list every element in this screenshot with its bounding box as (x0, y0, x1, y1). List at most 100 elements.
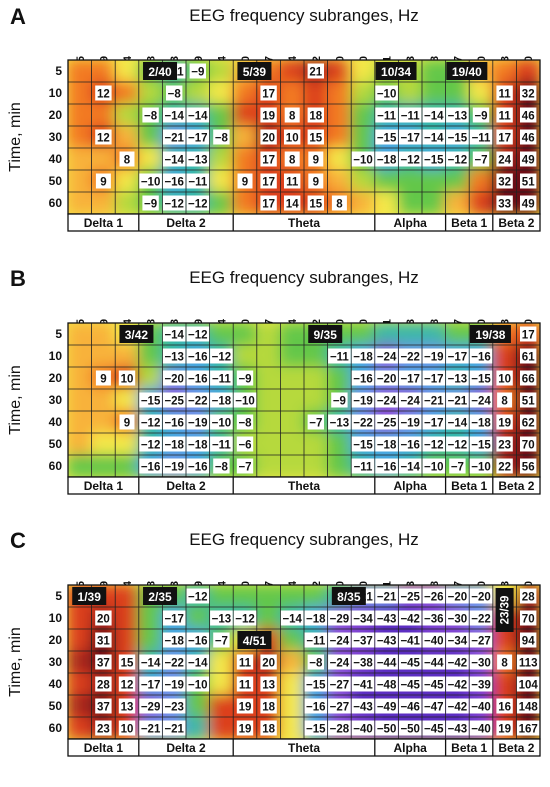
value-label-bg (375, 698, 398, 714)
chart-title: EEG frequency subranges, Hz (189, 6, 419, 25)
value-label-bg (449, 458, 466, 474)
heatmap-cell (68, 344, 93, 368)
value-label: −24 (330, 636, 350, 648)
value-label-bg (469, 676, 493, 692)
value-label-bg (95, 676, 112, 692)
value-label-bg (351, 414, 375, 430)
heatmap-cell (279, 585, 305, 608)
heatmap-cell (326, 60, 353, 83)
value-label: −27 (330, 680, 350, 692)
value-label: −49 (377, 702, 397, 714)
heatmap-cell (114, 432, 140, 456)
value-label-bg (186, 632, 210, 648)
heatmap-cell (137, 81, 164, 105)
value-label: −15 (424, 155, 444, 167)
value-label-bg (496, 370, 513, 386)
value-label-bg (162, 151, 186, 167)
value-label-bg (351, 151, 375, 167)
heatmap-cell (373, 191, 400, 214)
value-label-bg (186, 370, 210, 386)
value-label: −10 (188, 680, 208, 692)
value-label: 19 (262, 111, 275, 123)
value-label: 56 (522, 462, 535, 474)
y-axis-label: Time, min (7, 102, 24, 172)
heatmap-cell (279, 432, 305, 456)
value-label-bg (186, 129, 210, 145)
value-label: −8 (309, 658, 323, 670)
value-label: −7 (238, 462, 251, 474)
value-label: −15 (306, 680, 326, 692)
y-tick-label: 5 (55, 64, 62, 78)
heatmap-cell (468, 169, 494, 193)
heatmap-cell (232, 585, 258, 608)
value-label: −11 (472, 133, 491, 145)
band-label: Delta 1 (84, 216, 124, 230)
value-label: 9 (313, 177, 319, 189)
heatmap-cell (444, 191, 471, 214)
value-label: −43 (448, 724, 468, 736)
value-label-bg (351, 348, 375, 364)
value-label: −43 (377, 614, 397, 626)
value-label: −26 (424, 592, 444, 604)
value-label-bg (139, 720, 162, 736)
value-label: −12 (400, 155, 420, 167)
value-label-bg (422, 107, 446, 123)
heatmap-cell (68, 410, 93, 434)
value-label: −9 (238, 374, 251, 386)
value-label: −42 (448, 658, 468, 670)
band-label: Alpha (394, 216, 428, 230)
value-label-bg (446, 654, 469, 670)
value-label: −18 (188, 440, 208, 452)
value-label: −25 (164, 396, 184, 408)
value-label-bg (446, 588, 469, 604)
value-label-bg (236, 370, 254, 386)
value-label: −12 (212, 352, 232, 364)
value-label: 62 (522, 418, 535, 430)
panel-letter: C (10, 528, 26, 553)
heatmap-cell (208, 103, 235, 127)
ratio-label-bg (331, 587, 366, 605)
value-label: −34 (353, 614, 373, 626)
y-axis-label: Time, min (7, 627, 24, 697)
value-label: −11 (377, 111, 396, 123)
value-label-bg (304, 632, 328, 648)
heatmap-cell (68, 147, 93, 171)
value-label-bg (331, 195, 347, 211)
heatmap-cell (137, 606, 164, 630)
band-label: Theta (288, 479, 320, 493)
ratio-label-bg (446, 62, 488, 80)
value-label: −7 (474, 155, 487, 167)
value-label: −14 (448, 418, 468, 430)
value-label-bg (210, 370, 233, 386)
heatmap-cell (68, 191, 93, 214)
value-label: −15 (448, 133, 468, 145)
value-label-bg (375, 348, 398, 364)
y-tick-label: 10 (49, 86, 63, 100)
value-label-bg (118, 370, 136, 386)
heatmap-cells (68, 60, 540, 214)
value-label-bg (446, 129, 469, 145)
value-label-bg (186, 326, 210, 342)
heatmap-cell (350, 169, 376, 193)
value-label-bg (446, 436, 469, 452)
value-label: −13 (448, 111, 468, 123)
value-label-bg (351, 610, 375, 626)
value-label: 20 (262, 133, 275, 145)
value-label: −22 (471, 614, 491, 626)
value-label-bg (351, 392, 375, 408)
value-label-bg (469, 392, 493, 408)
heatmap-cell (373, 323, 400, 346)
heatmap-cell (208, 672, 235, 696)
ratio-label: 8/35 (337, 590, 361, 604)
value-label: 12 (97, 89, 110, 101)
heatmap-cell (137, 344, 164, 368)
value-label-bg (95, 610, 112, 626)
value-label: 22 (498, 462, 511, 474)
heatmap-cell (279, 454, 305, 477)
value-label: −20 (377, 374, 397, 386)
value-label: −24 (377, 352, 397, 364)
value-label: −29 (330, 614, 350, 626)
value-label: −48 (377, 680, 397, 692)
value-label-bg (472, 107, 490, 123)
value-label: −10 (212, 418, 232, 430)
